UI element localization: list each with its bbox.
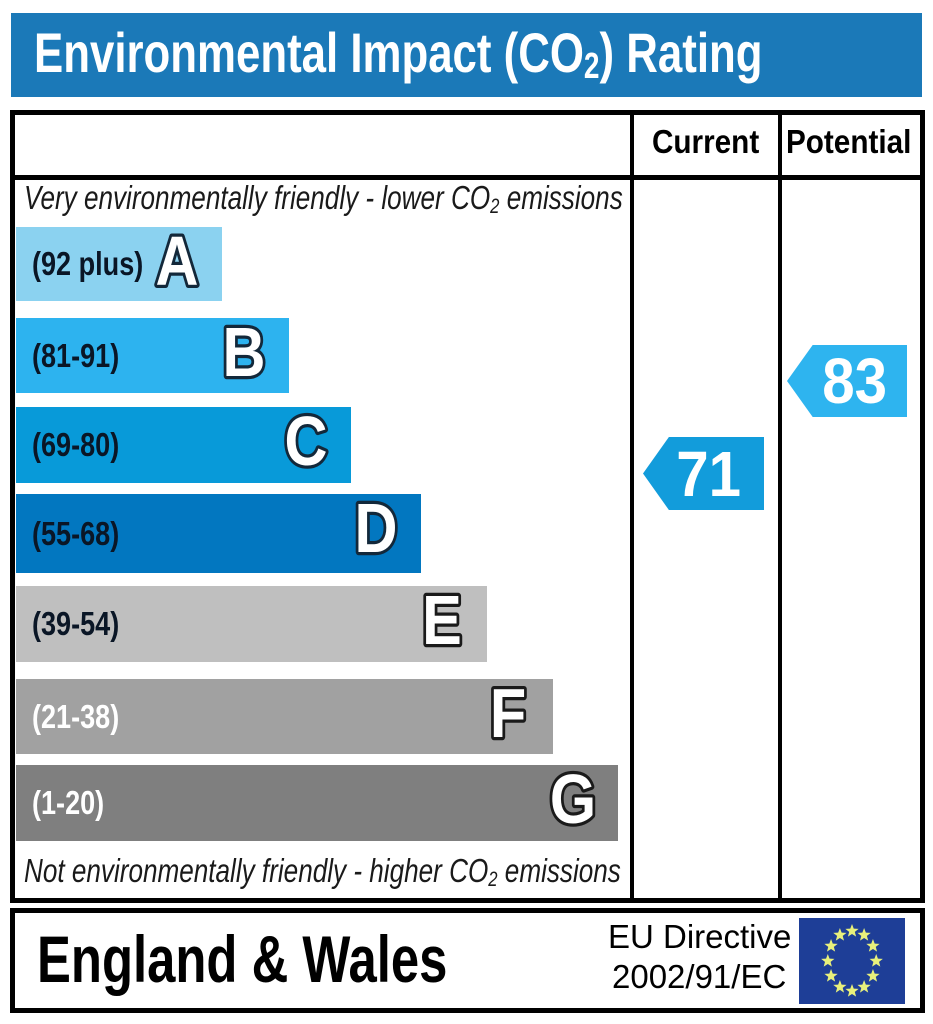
svg-text:F: F: [490, 679, 526, 752]
svg-text:G: G: [550, 765, 596, 838]
svg-text:A: A: [156, 227, 199, 300]
svg-text:E: E: [422, 586, 462, 659]
svg-text:D: D: [355, 494, 398, 567]
svg-text:C: C: [285, 407, 328, 480]
svg-text:B: B: [223, 318, 266, 391]
